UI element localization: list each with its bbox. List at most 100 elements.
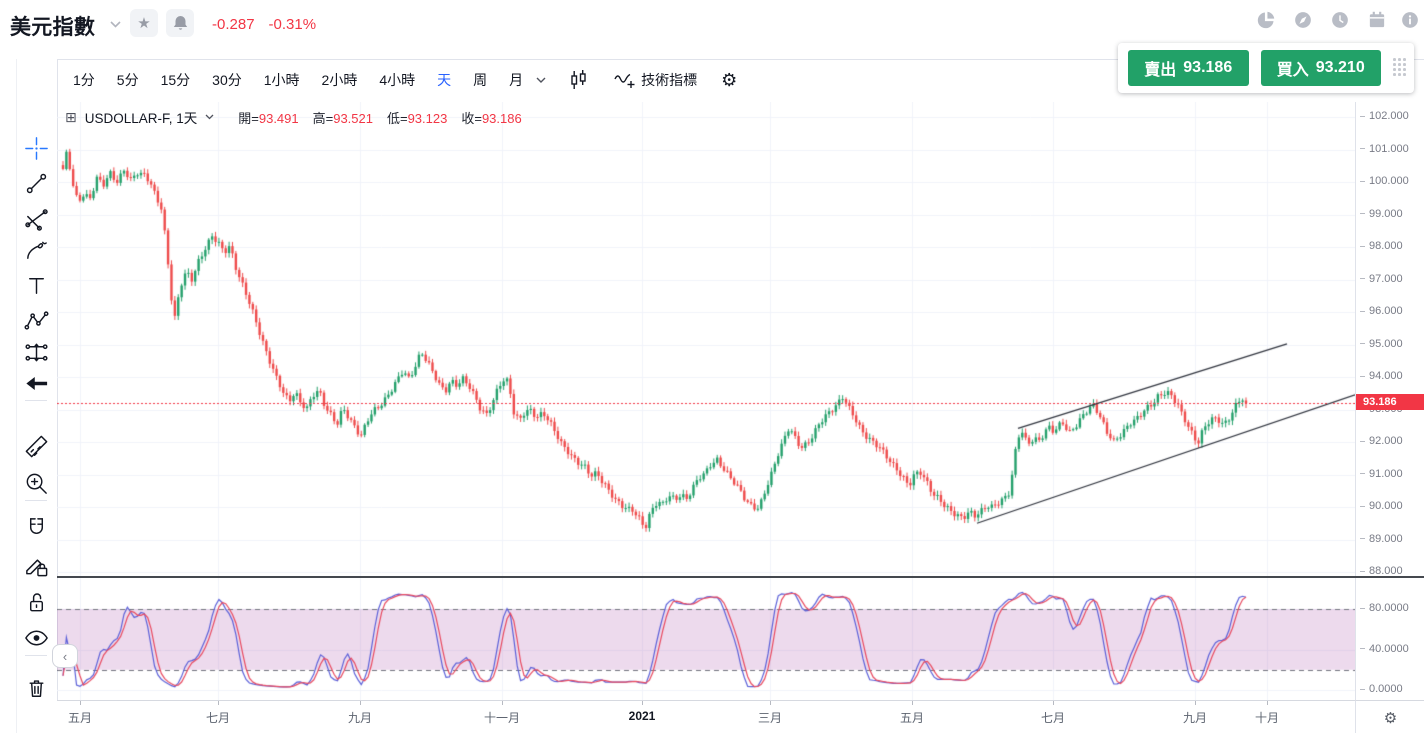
legend-symbol[interactable]: USDOLLAR-F, 1天	[84, 111, 198, 126]
zoom-in-tool[interactable]	[19, 467, 53, 499]
time-label-七月: 七月	[205, 711, 231, 725]
price-tick: 88.000	[1360, 565, 1403, 577]
clock-icon[interactable]	[1330, 10, 1350, 30]
brush-tool[interactable]	[19, 235, 53, 267]
indicators-label: 技術指標	[641, 72, 698, 88]
legend-expand-icon[interactable]: ⊞	[65, 108, 77, 125]
chart-legend: ⊞ USDOLLAR-F, 1天 開=93.491 高=93.521 低=93.12…	[65, 107, 522, 127]
timeframe-4小時[interactable]: 4小時	[379, 72, 416, 88]
sidebar-divider	[25, 500, 47, 501]
time-tick	[642, 701, 643, 705]
bell-icon	[173, 16, 187, 30]
sidebar-divider	[25, 655, 47, 656]
price-tick: 94.000	[1360, 370, 1403, 382]
timeframe-2小時[interactable]: 2小時	[321, 72, 358, 88]
time-label-九月: 九月	[347, 711, 373, 725]
alert-bell-button[interactable]	[166, 9, 194, 37]
timeframe-30分[interactable]: 30分	[212, 72, 242, 88]
time-label-十月: 十月	[1254, 711, 1280, 725]
price-tick: 97.000	[1360, 273, 1403, 285]
text-tool[interactable]	[19, 269, 53, 301]
price-tick-label: 97.000	[1369, 272, 1403, 285]
time-tick	[360, 701, 361, 705]
legend-ohlc: 開=93.491 高=93.521 低=93.123 收=93.186	[238, 108, 521, 127]
indicators-button[interactable]: 技術指標	[614, 70, 697, 90]
time-label-五月: 五月	[67, 711, 93, 725]
timeframe-1小時[interactable]: 1小時	[263, 72, 300, 88]
timeframe-expand-chevron-icon[interactable]	[536, 77, 546, 83]
sidebar-inner-divider	[16, 59, 17, 733]
timeframe-1分[interactable]: 1分	[73, 72, 95, 88]
pane-separator[interactable]	[57, 576, 1424, 578]
legend-field-低: 低=93.123	[387, 108, 447, 127]
sell-button[interactable]: 賣出 93.186	[1128, 50, 1249, 86]
crosshair-tool[interactable]	[19, 132, 53, 164]
price-tick-label: 99.000	[1369, 207, 1403, 220]
gann-tool[interactable]	[19, 202, 53, 234]
timeframe-5分[interactable]: 5分	[116, 72, 139, 88]
price-tick: 96.000	[1360, 305, 1403, 317]
time-axis-settings[interactable]: ⚙	[1355, 700, 1424, 733]
info-icon[interactable]	[1400, 10, 1420, 30]
timeframe-月[interactable]: 月	[509, 72, 524, 88]
symbol-title[interactable]: 美元指數	[10, 16, 96, 39]
calendar-icon[interactable]	[1367, 10, 1387, 30]
change-percent: -0.31%	[268, 16, 317, 33]
legend-field-label: 開=	[238, 110, 259, 126]
timeframe-15分[interactable]: 15分	[160, 72, 191, 88]
favorite-star-button[interactable]: ★	[130, 9, 158, 37]
chart-settings-gear-icon[interactable]: ⚙	[721, 69, 738, 90]
price-tick-label: 91.000	[1369, 467, 1403, 480]
legend-chevron-icon[interactable]	[205, 114, 214, 120]
time-axis[interactable]: 五月 七月 九月 十一月 2021 三月 五月 七月 九月 十月	[57, 700, 1355, 733]
time-label-九月: 九月	[1182, 711, 1208, 725]
timeframe-周[interactable]: 周	[473, 72, 488, 88]
draw-lock-tool[interactable]	[19, 549, 53, 581]
price-tick: 89.000	[1360, 533, 1403, 545]
time-label-七月: 七月	[1040, 711, 1066, 725]
forecast-tool[interactable]	[19, 336, 53, 368]
time-tick	[1267, 701, 1268, 705]
price-axis[interactable]: 93.186 102.000 101.000 100.000 99.000 98.000…	[1355, 102, 1424, 700]
indicator-tick-label: 0.0000	[1369, 683, 1403, 695]
price-tick: 98.000	[1360, 240, 1403, 252]
time-tick	[502, 701, 503, 705]
price-tick: 91.000	[1360, 468, 1403, 480]
lock-tool[interactable]	[19, 586, 53, 618]
indicator-tick: 40.0000	[1360, 643, 1409, 655]
trash-tool[interactable]	[19, 672, 53, 704]
indicator-tick: 0.0000	[1360, 683, 1403, 695]
pie-chart-icon[interactable]	[1256, 10, 1276, 30]
magnet-tool[interactable]	[19, 512, 53, 544]
time-label-五月: 五月	[899, 711, 925, 725]
legend-field-高: 高=93.521	[313, 108, 373, 127]
compass-icon[interactable]	[1293, 10, 1313, 30]
buy-label: 買入	[1276, 62, 1309, 79]
eye-tool[interactable]	[19, 621, 53, 653]
buy-button[interactable]: 買入 93.210	[1260, 50, 1381, 86]
legend-field-value: 93.521	[333, 110, 373, 126]
timeframe-天[interactable]: 天	[437, 72, 452, 88]
arrow-back-tool[interactable]	[19, 367, 53, 399]
price-tick-label: 100.000	[1369, 175, 1409, 187]
price-tick-label: 95.000	[1369, 337, 1403, 350]
price-tick: 100.000	[1360, 175, 1409, 187]
time-label-三月: 三月	[757, 711, 783, 725]
legend-field-value: 93.491	[258, 110, 299, 126]
last-price-badge: 93.186	[1356, 394, 1424, 411]
time-tick	[1195, 701, 1196, 705]
chart-toolbar: 1分 5分 15分 30分 1小時 2小時 4小時 天 周 月 技術指標 ⚙	[57, 59, 1424, 101]
price-tick-label: 98.000	[1369, 240, 1403, 252]
pattern-tool[interactable]	[19, 304, 53, 336]
price-chart-canvas[interactable]	[57, 102, 1355, 700]
drag-handle[interactable]	[1393, 58, 1408, 78]
chevron-down-icon[interactable]	[110, 21, 121, 28]
ruler-tool[interactable]	[19, 430, 53, 462]
price-tick-label: 92.000	[1369, 435, 1403, 447]
trendline-tool[interactable]	[19, 167, 53, 199]
price-tick-label: 89.000	[1369, 532, 1403, 545]
candlestick-style-icon[interactable]	[568, 69, 588, 91]
sidebar-collapse-tab[interactable]: ‹	[52, 644, 78, 668]
buy-price: 93.210	[1315, 59, 1365, 76]
price-tick: 90.000	[1360, 500, 1403, 512]
